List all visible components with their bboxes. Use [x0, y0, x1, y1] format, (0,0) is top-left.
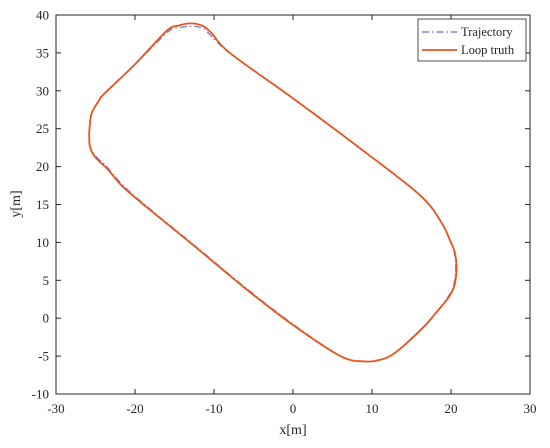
- y-tick-label: 10: [36, 235, 49, 250]
- x-axis: -30 -20 -10 0 10 20 30: [47, 15, 537, 416]
- y-tick-label: 0: [43, 311, 50, 326]
- plot-area: [55, 14, 531, 395]
- x-tick-label: 30: [524, 401, 537, 416]
- y-tick-label: 30: [36, 83, 49, 98]
- y-tick-label: -10: [32, 387, 49, 402]
- x-tick-label: -30: [47, 401, 64, 416]
- y-tick-label: 5: [43, 273, 50, 288]
- legend-label-trajectory: Trajectory: [461, 25, 513, 39]
- x-tick-label: -20: [126, 401, 143, 416]
- series-lines: [88, 22, 458, 363]
- y-axis-label: y[m]: [9, 190, 24, 217]
- series-line-loop-truth: [88, 22, 458, 363]
- x-tick-label: -10: [205, 401, 222, 416]
- y-tick-label: 35: [36, 45, 49, 60]
- legend: Trajectory Loop truth: [417, 18, 527, 62]
- y-tick-label: -5: [38, 349, 49, 364]
- y-tick-label: 20: [36, 159, 49, 174]
- x-tick-label: 0: [290, 401, 297, 416]
- x-tick-label: 10: [366, 401, 379, 416]
- y-tick-label: 40: [36, 8, 49, 23]
- x-tick-label: 20: [445, 401, 458, 416]
- y-tick-label: 25: [36, 121, 49, 136]
- y-tick-label: 15: [36, 197, 49, 212]
- x-axis-label: x[m]: [279, 423, 306, 438]
- legend-box: [417, 18, 527, 62]
- y-axis: -10 -5 0 5 10 15 20 25 30 35 40: [32, 8, 530, 402]
- legend-label-loop-truth: Loop truth: [461, 43, 515, 57]
